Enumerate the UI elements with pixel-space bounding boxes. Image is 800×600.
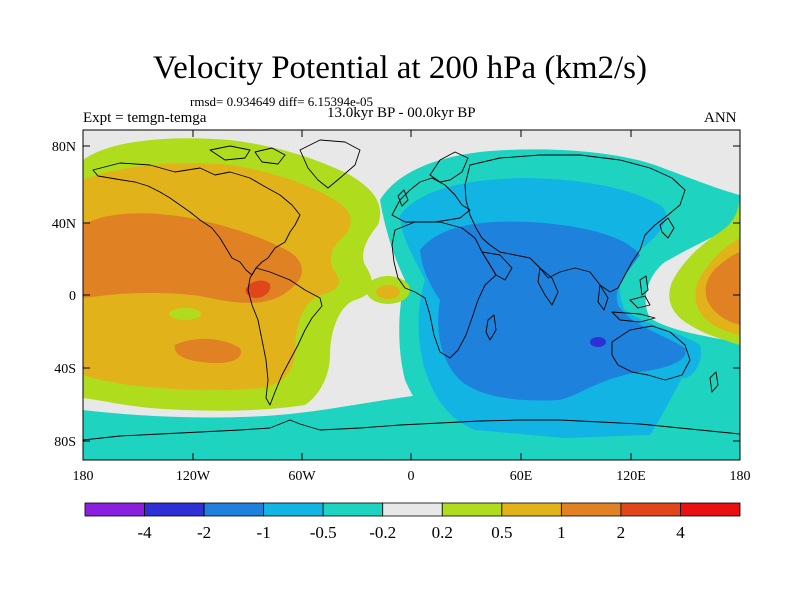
coast-british-isles <box>397 189 409 207</box>
y-tick-label-80s: 80S <box>54 435 76 450</box>
coast-arctic-islands <box>209 145 286 165</box>
x-tick-label-120w: 120W <box>176 469 211 484</box>
coast-arabia <box>481 251 513 281</box>
colorbar-swatch-5 <box>382 502 443 517</box>
colorbar-swatch-4 <box>322 502 384 517</box>
coast-africa <box>391 221 497 359</box>
colorbar-label-3: -0.5 <box>310 523 337 542</box>
colorbar-swatch-9 <box>620 502 681 517</box>
coast-australia <box>611 325 691 381</box>
x-tick-label-180e: 180 <box>730 469 751 484</box>
x-tick-label-0: 0 <box>408 469 415 484</box>
colorbar-swatch-6 <box>441 502 503 517</box>
coast-asia <box>464 154 686 293</box>
stats-subtitle: rmsd= 0.934649 diff= 6.15394e-05 <box>190 94 374 109</box>
coast-antarctica <box>83 419 740 441</box>
colorbar-label-1: -2 <box>197 523 211 542</box>
y-tick-label-80n: 80N <box>52 140 76 155</box>
coastlines <box>83 139 740 441</box>
contour-fields <box>83 130 740 460</box>
colorbar-swatch-7 <box>501 502 562 517</box>
coast-greenland <box>299 139 361 189</box>
field-pos-max-spot <box>245 280 271 298</box>
field-pos-atlantic-core <box>376 285 400 299</box>
coast-new-zealand <box>709 371 719 393</box>
y-axis-ticks <box>83 145 740 442</box>
field-pos-west-core <box>83 213 302 303</box>
period-label: 13.0kyr BP - 00.0kyr BP <box>327 105 476 121</box>
colorbar-label-5: 0.2 <box>432 523 453 542</box>
colorbar-label-9: 4 <box>676 523 685 542</box>
colorbar-label-2: -1 <box>257 523 271 542</box>
colorbar-label-7: 1 <box>557 523 566 542</box>
y-tick-label-40n: 40N <box>52 217 76 232</box>
field-near-zero-arctic <box>620 130 740 170</box>
plot-title: Velocity Potential at 200 hPa (km2/s) <box>152 50 648 86</box>
y-tick-label-0: 0 <box>69 289 76 304</box>
colorbar-swatch-1 <box>144 502 205 517</box>
colorbar-swatch-3 <box>263 502 324 517</box>
colorbar-label-0: -4 <box>137 523 152 542</box>
x-tick-label-60e: 60E <box>510 469 533 484</box>
field-pos-wpac-core <box>705 250 740 325</box>
colorbar-label-6: 0.5 <box>491 523 512 542</box>
field-pos-west-core-nw <box>83 219 136 262</box>
coast-europe <box>391 177 471 223</box>
coast-se-asia <box>597 284 656 323</box>
colorbar-swatch-10 <box>680 502 741 517</box>
colorbar-swatch-2 <box>203 502 265 517</box>
field-neg-east-core <box>420 221 686 401</box>
coast-india <box>537 267 559 306</box>
coast-scandinavia <box>429 151 469 183</box>
field-pos-west-core-south <box>174 338 242 364</box>
coast-south-america <box>247 267 323 406</box>
x-axis-ticks <box>82 130 741 460</box>
y-tick-label-40s: 40S <box>54 362 76 377</box>
coast-madagascar <box>485 314 497 341</box>
field-neg-spot <box>590 337 606 347</box>
colorbar-label-8: 2 <box>617 523 626 542</box>
x-tick-label-180w: 180 <box>73 469 94 484</box>
colorbar: -4 -2 -1 -0.5 -0.2 0.2 0.5 1 2 4 <box>84 502 741 542</box>
x-tick-label-120e: 120E <box>616 469 646 484</box>
colorbar-swatch-8 <box>560 502 622 517</box>
x-tick-label-60w: 60W <box>288 469 316 484</box>
experiment-label: Expt = temgn-temga <box>83 110 207 126</box>
season-label: ANN <box>704 110 737 126</box>
colorbar-swatch-0 <box>84 502 145 517</box>
colorbar-label-4: -0.2 <box>369 523 396 542</box>
field-pos-pacific-lens <box>169 308 201 320</box>
coast-japan <box>639 217 675 296</box>
